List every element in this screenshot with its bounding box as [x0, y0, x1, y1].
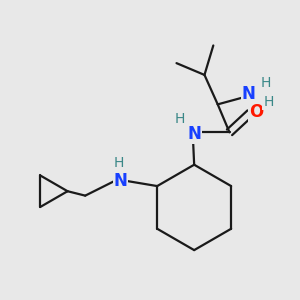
- Text: O: O: [250, 103, 264, 121]
- Text: N: N: [114, 172, 128, 190]
- Text: N: N: [187, 125, 201, 143]
- Text: N: N: [242, 85, 256, 103]
- Text: H: H: [263, 95, 274, 109]
- Text: H: H: [174, 112, 184, 126]
- Text: H: H: [260, 76, 271, 90]
- Text: H: H: [114, 156, 124, 170]
